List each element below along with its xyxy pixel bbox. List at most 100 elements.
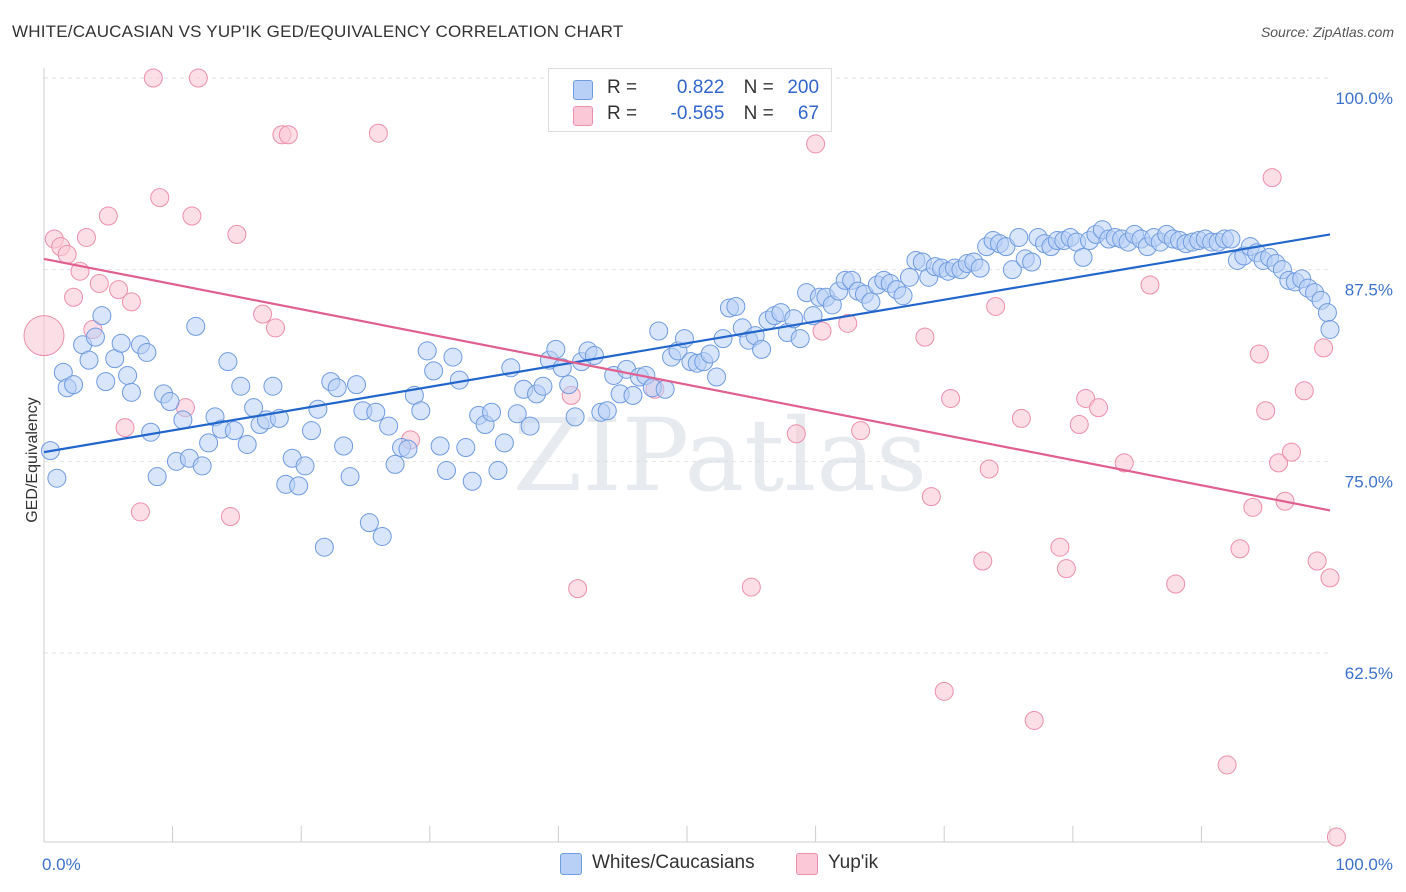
whites-point — [92, 306, 112, 326]
yupik-point — [150, 188, 170, 208]
legend-r-label: R = — [607, 103, 638, 124]
whites-point — [996, 237, 1016, 257]
yupik-point — [1269, 453, 1289, 473]
whites-point — [437, 461, 457, 481]
whites-point — [111, 333, 131, 353]
bottom-legend-label: Yup'ik — [828, 852, 879, 873]
whites-point — [462, 471, 482, 491]
whites-point — [1009, 227, 1029, 247]
whites-point — [1073, 247, 1093, 267]
whites-point — [327, 378, 347, 398]
whites-point — [970, 258, 990, 278]
whites-point — [237, 434, 257, 454]
whites-point — [160, 392, 180, 412]
yupik-point — [941, 388, 961, 408]
whites-point — [224, 421, 244, 441]
yupik-point — [838, 313, 858, 333]
whites-point — [893, 286, 913, 306]
whites-point — [295, 456, 315, 476]
yupik-point — [220, 507, 240, 527]
yupik-point — [23, 315, 65, 357]
whites-point — [424, 361, 444, 381]
yupik-point — [973, 551, 993, 571]
whites-point — [359, 513, 379, 533]
yupik-point — [1249, 344, 1269, 364]
whites-point — [147, 467, 167, 487]
yupik-point — [1256, 401, 1276, 421]
whites-trend-line — [43, 233, 1331, 454]
whites-point — [700, 344, 720, 364]
whites-point — [707, 367, 727, 387]
y-axis-label: GED/Equivalency — [24, 397, 41, 522]
yupik-point — [1166, 574, 1186, 594]
yupik-point — [1089, 398, 1109, 418]
whites-point — [308, 399, 328, 419]
whites-point — [726, 296, 746, 316]
whites-point — [85, 327, 105, 347]
whites-point — [385, 454, 405, 474]
yupik-point — [979, 459, 999, 479]
whites-point — [494, 433, 514, 453]
x-tick-label-min: 0.0% — [42, 855, 81, 874]
yupik-point — [265, 318, 285, 338]
whites-point — [482, 402, 502, 422]
whites-point — [398, 439, 418, 459]
whites-point — [96, 372, 116, 392]
whites-point — [623, 385, 643, 405]
whites-point — [118, 365, 138, 385]
yupik-point — [1326, 827, 1346, 847]
yupik-point — [1243, 497, 1263, 517]
yupik-point — [368, 123, 388, 143]
whites-point — [314, 537, 334, 557]
legend: R = 0.822 N = 200 R = -0.565 N = 67 — [548, 68, 832, 132]
yupik-point — [278, 125, 298, 145]
legend-swatch-blue — [573, 80, 593, 100]
whites-point — [1022, 252, 1042, 272]
yupik-point — [98, 206, 118, 226]
yupik-point — [143, 68, 163, 88]
y-tick-label: 87.5% — [1345, 281, 1393, 300]
whites-point — [64, 375, 84, 395]
yupik-point — [1011, 408, 1031, 428]
yupik-point — [57, 244, 77, 264]
whites-point — [784, 309, 804, 329]
legend-n-label: N = — [743, 77, 774, 98]
yupik-point — [1307, 551, 1327, 571]
whites-point — [186, 316, 206, 336]
y-tick-label: 62.5% — [1345, 664, 1393, 683]
yupik-point — [1320, 568, 1340, 588]
legend-r-label: R = — [607, 77, 638, 98]
whites-point — [533, 376, 553, 396]
yupik-point — [1281, 442, 1301, 462]
whites-point — [655, 379, 675, 399]
whites-point — [790, 329, 810, 349]
whites-point — [507, 404, 527, 424]
yupik-point — [182, 206, 202, 226]
whites-point — [597, 401, 617, 421]
whites-point — [1002, 260, 1022, 280]
whites-point — [559, 375, 579, 395]
legend-r-value: -0.565 — [670, 103, 725, 124]
chart-title: WHITE/CAUCASIAN VS YUP'IK GED/EQUIVALENC… — [12, 22, 624, 41]
whites-points — [40, 220, 1340, 557]
whites-point — [173, 410, 193, 430]
yupik-point — [1069, 415, 1089, 435]
yupik-point — [1262, 168, 1282, 188]
tick-labels: 100.0% 87.5% 75.0% 62.5% 0.0% 100.0% GED/Equiv… — [24, 89, 1393, 874]
whites-point — [411, 401, 431, 421]
yupik-point — [89, 273, 109, 293]
whites-point — [79, 350, 99, 370]
whites-point — [565, 407, 585, 427]
whites-point — [263, 376, 283, 396]
yupik-point — [64, 287, 84, 307]
yupik-point — [934, 681, 954, 701]
yupik-trend-line — [43, 257, 1331, 512]
whites-point — [546, 339, 566, 359]
whites-point — [1221, 229, 1241, 249]
yupik-point — [1056, 559, 1076, 579]
yupik-point — [915, 327, 935, 347]
whites-point — [340, 467, 360, 487]
trend-lines — [43, 233, 1331, 512]
whites-point — [372, 526, 392, 546]
